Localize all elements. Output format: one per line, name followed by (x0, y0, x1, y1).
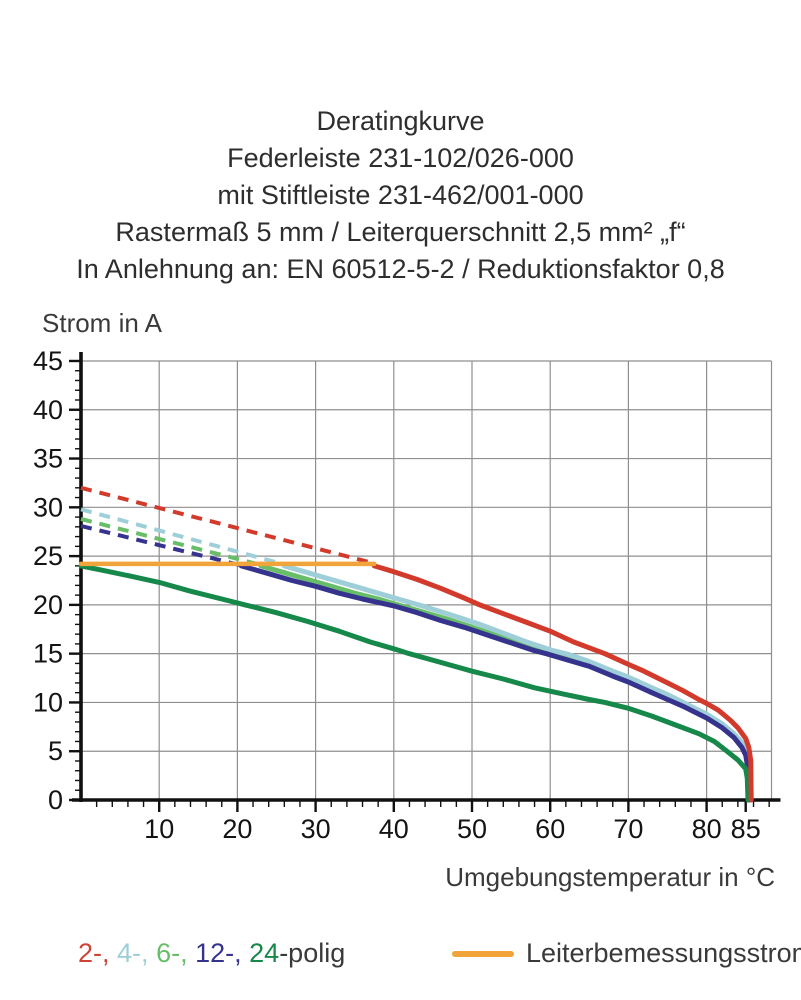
title-line-5: In Anlehnung an: EN 60512-5-2 / Reduktio… (76, 254, 725, 284)
legend-pole-part: 6-, (156, 938, 188, 968)
derating-chart: 0 5 10 15 20 25 30 35 40 45 10 20 30 40 50 60 70 80 85 (0, 340, 801, 900)
y-tick-label: 15 (33, 639, 63, 669)
y-tick-label: 30 (33, 492, 63, 522)
x-tick-label: 10 (144, 814, 174, 844)
series-24-polig (78, 563, 751, 803)
x-tick-label: 70 (613, 814, 643, 844)
legend-pole-part: 12-, (195, 938, 242, 968)
x-tick-label: 80 (692, 814, 722, 844)
title-line-1: Deratingkurve (316, 106, 485, 136)
x-tick-label: 85 (731, 814, 761, 844)
y-tick-label: 5 (48, 736, 63, 766)
x-tick-label: 20 (222, 814, 252, 844)
title-line-3: mit Stiftleiste 231-462/001-000 (217, 180, 584, 210)
legend-pole-part (149, 938, 157, 968)
rated-current-label: Leiterbemessungsstrom (526, 938, 801, 968)
legend-row: 2-, 4-, 6-, 12-, 24-polig Leiterbemessun… (0, 936, 801, 980)
series-12-polig-dashed (80, 523, 242, 568)
series-2-polig (371, 563, 754, 803)
title-line-4: Rastermaß 5 mm / Leiterquerschnitt 2,5 m… (115, 217, 686, 247)
legend-pole-part: 2-, (78, 938, 110, 968)
y-tick-label: 25 (33, 541, 63, 571)
series-6-polig-dashed (80, 517, 262, 567)
title-line-2: Federleiste 231-102/026-000 (227, 143, 574, 173)
x-tick-label: 50 (457, 814, 487, 844)
x-tick-label: 60 (535, 814, 565, 844)
legend-pole-part (188, 938, 196, 968)
chart-title-block: Deratingkurve Federleiste 231-102/026-00… (0, 103, 801, 288)
legend-pole-part (110, 938, 118, 968)
derating-chart-canvas: 0 5 10 15 20 25 30 35 40 45 10 20 30 40 50 60 70 80 85 (33, 346, 781, 844)
series-6-polig (258, 563, 752, 803)
legend-pole-part (242, 938, 250, 968)
legend-pole-part: 24 (249, 938, 280, 968)
series-12-polig (238, 563, 752, 803)
legend-poles: 2-, 4-, 6-, 12-, 24-polig (78, 938, 345, 969)
y-tick-label: 10 (33, 687, 63, 717)
series-4-polig (281, 563, 753, 803)
y-axis-title: Strom in A (42, 308, 162, 338)
y-tick-label: 35 (33, 444, 63, 474)
legend-pole-part: -polig (279, 938, 346, 968)
y-tick-label: 45 (33, 346, 63, 376)
y-tick-label: 0 (48, 785, 63, 815)
legend-rated: Leiterbemessungsstrom (452, 938, 801, 969)
legend-pole-part: 4-, (117, 938, 149, 968)
x-tick-label: 30 (301, 814, 331, 844)
y-tick-label: 20 (33, 590, 63, 620)
x-tick-label: 40 (379, 814, 409, 844)
series-2-polig-dashed (80, 485, 375, 566)
x-axis-title: Umgebungstemperatur in °C (445, 862, 775, 892)
y-tick-label: 40 (33, 395, 63, 425)
rated-current-swatch (452, 950, 514, 957)
series-4-polig-dashed (80, 507, 285, 567)
